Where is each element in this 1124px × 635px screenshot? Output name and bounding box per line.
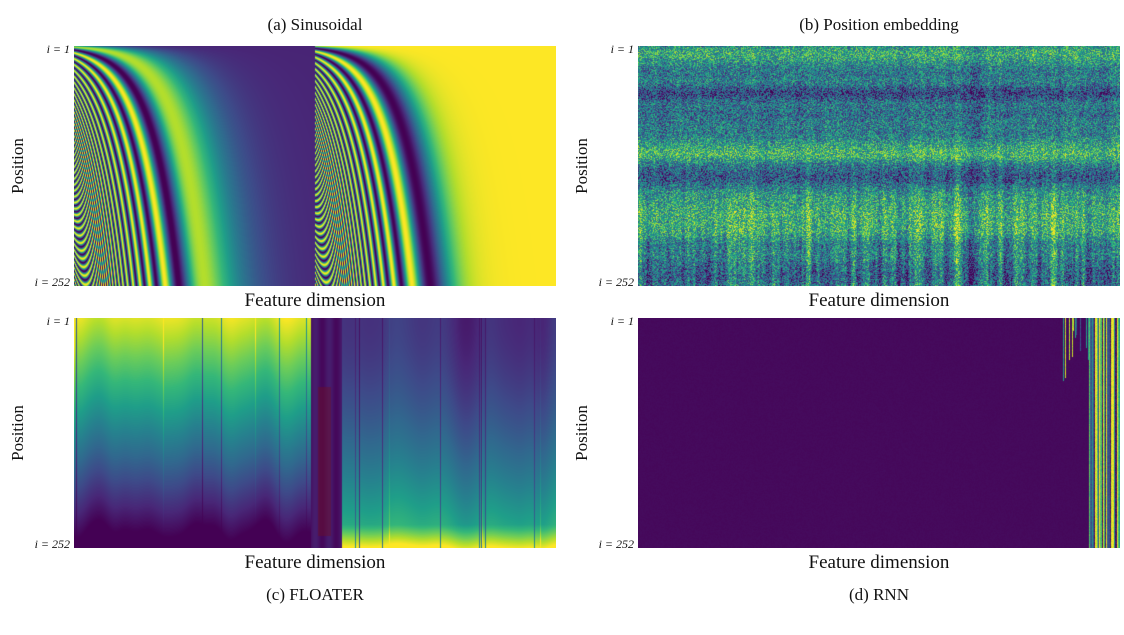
heatmap-sinusoidal (74, 46, 556, 286)
plot-area-a: i = 1 Position i = 252 (2, 42, 556, 289)
row-2-right: i = 1 Position i = 252 Feature dimension… (566, 314, 1120, 612)
x-axis-label: Feature dimension (244, 290, 386, 311)
panel-position-embedding: (b) Position embedding i = 1 Position i … (566, 4, 1120, 316)
y-axis-b: i = 1 Position i = 252 (566, 42, 638, 289)
y-tick-bottom: i = 252 (34, 275, 70, 289)
y-tick-bottom: i = 252 (34, 537, 70, 551)
heatmap-position-embedding (638, 46, 1120, 286)
y-axis-c: i = 1 Position i = 252 (2, 314, 74, 551)
y-tick-bottom: i = 252 (598, 537, 634, 551)
y-axis-a: i = 1 Position i = 252 (2, 42, 74, 289)
panel-floater: i = 1 Position i = 252 Feature dimension… (2, 314, 556, 612)
row-2-left: i = 1 Position i = 252 Feature dimension… (2, 314, 556, 612)
plot-area-c: i = 1 Position i = 252 (2, 314, 556, 551)
heatmap-rnn (638, 318, 1120, 548)
y-axis-d: i = 1 Position i = 252 (566, 314, 638, 551)
panel-sinusoidal: (a) Sinusoidal i = 1 Position i = 252 Fe… (2, 4, 556, 316)
panel-caption-b: (b) Position embedding (799, 15, 959, 34)
y-axis-label: Position (8, 138, 27, 194)
y-tick-top: i = 1 (610, 314, 634, 328)
x-axis-label: Feature dimension (808, 290, 950, 311)
panel-caption-c: (c) FLOATER (266, 585, 364, 604)
panel-rnn: i = 1 Position i = 252 Feature dimension… (566, 314, 1120, 612)
y-tick-top: i = 1 (46, 314, 70, 328)
positional-encoding-figure: (a) Sinusoidal i = 1 Position i = 252 Fe… (2, 4, 1120, 612)
x-axis-label: Feature dimension (808, 552, 950, 573)
x-axis-label: Feature dimension (244, 552, 386, 573)
panel-caption-d: (d) RNN (849, 585, 909, 604)
panel-caption-a: (a) Sinusoidal (267, 15, 363, 34)
y-tick-bottom: i = 252 (598, 275, 634, 289)
plot-area-d: i = 1 Position i = 252 (566, 314, 1120, 551)
y-tick-top: i = 1 (610, 42, 634, 56)
y-axis-label: Position (8, 405, 27, 461)
heatmap-floater (74, 318, 556, 548)
plot-area-b: i = 1 Position i = 252 (566, 42, 1120, 289)
y-axis-label: Position (572, 138, 591, 194)
y-tick-top: i = 1 (46, 42, 70, 56)
y-axis-label: Position (572, 405, 591, 461)
